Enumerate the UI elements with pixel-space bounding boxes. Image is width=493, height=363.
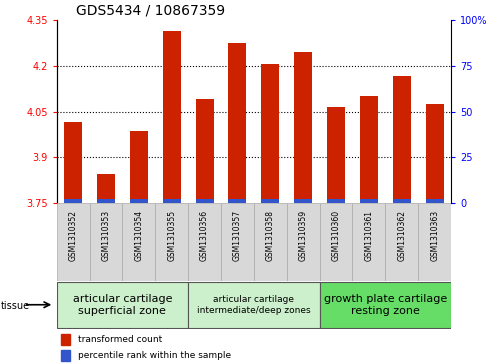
Bar	[228, 199, 246, 203]
Bar	[163, 30, 181, 203]
Bar	[196, 99, 213, 203]
Text: GSM1310354: GSM1310354	[135, 209, 143, 261]
Bar	[64, 122, 82, 203]
Bar	[393, 77, 411, 203]
FancyBboxPatch shape	[287, 203, 319, 281]
Bar	[425, 104, 444, 203]
Text: GSM1310361: GSM1310361	[364, 209, 373, 261]
Text: GDS5434 / 10867359: GDS5434 / 10867359	[76, 3, 225, 17]
FancyBboxPatch shape	[90, 203, 122, 281]
Text: GSM1310352: GSM1310352	[69, 209, 77, 261]
Text: GSM1310355: GSM1310355	[167, 209, 176, 261]
Bar	[130, 131, 148, 203]
FancyBboxPatch shape	[254, 203, 287, 281]
Bar	[97, 174, 115, 203]
Bar	[327, 199, 345, 203]
FancyBboxPatch shape	[122, 203, 155, 281]
Text: GSM1310363: GSM1310363	[430, 209, 439, 261]
Bar	[61, 350, 70, 362]
FancyBboxPatch shape	[57, 203, 90, 281]
Text: GSM1310359: GSM1310359	[299, 209, 308, 261]
Text: tissue: tissue	[1, 301, 30, 311]
Bar	[228, 43, 246, 203]
FancyBboxPatch shape	[386, 203, 418, 281]
Bar	[294, 52, 312, 203]
FancyBboxPatch shape	[319, 203, 352, 281]
FancyBboxPatch shape	[319, 282, 451, 327]
Text: growth plate cartilage
resting zone: growth plate cartilage resting zone	[324, 294, 447, 316]
Bar	[425, 199, 444, 203]
Bar	[196, 199, 213, 203]
Text: GSM1310360: GSM1310360	[332, 209, 341, 261]
Bar	[61, 334, 70, 345]
Text: articular cartilage
superficial zone: articular cartilage superficial zone	[72, 294, 172, 316]
Bar	[393, 199, 411, 203]
Bar	[294, 199, 312, 203]
Bar	[261, 199, 280, 203]
Text: GSM1310362: GSM1310362	[397, 209, 406, 261]
Text: GSM1310353: GSM1310353	[102, 209, 110, 261]
Bar	[327, 107, 345, 203]
Text: GSM1310356: GSM1310356	[200, 209, 209, 261]
Text: transformed count: transformed count	[78, 335, 163, 344]
FancyBboxPatch shape	[418, 203, 451, 281]
Bar	[130, 199, 148, 203]
Bar	[64, 199, 82, 203]
Text: GSM1310358: GSM1310358	[266, 209, 275, 261]
Text: GSM1310357: GSM1310357	[233, 209, 242, 261]
FancyBboxPatch shape	[188, 203, 221, 281]
FancyBboxPatch shape	[188, 282, 319, 327]
Bar	[97, 199, 115, 203]
Bar	[261, 64, 280, 203]
Bar	[360, 96, 378, 203]
Bar	[360, 199, 378, 203]
FancyBboxPatch shape	[221, 203, 254, 281]
Text: articular cartilage
intermediate/deep zones: articular cartilage intermediate/deep zo…	[197, 295, 311, 315]
Bar	[163, 199, 181, 203]
FancyBboxPatch shape	[155, 203, 188, 281]
Text: percentile rank within the sample: percentile rank within the sample	[78, 351, 232, 360]
FancyBboxPatch shape	[352, 203, 386, 281]
FancyBboxPatch shape	[57, 282, 188, 327]
